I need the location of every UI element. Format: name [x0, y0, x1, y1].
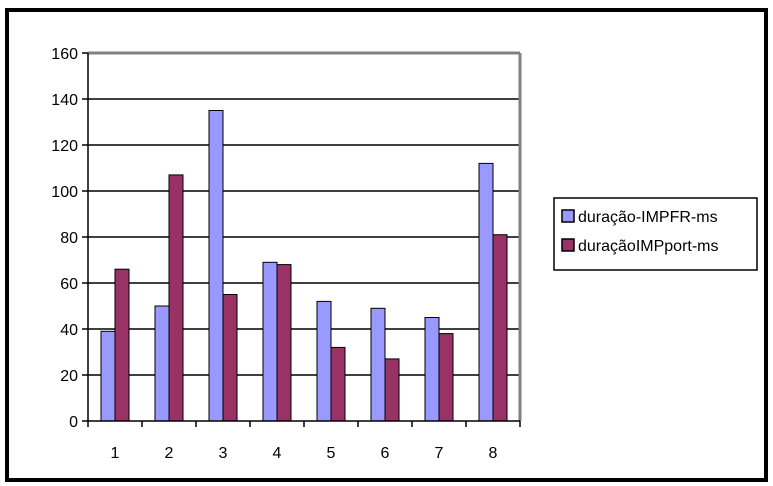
bar-1-2: [154, 305, 170, 422]
bar-2-7: [438, 333, 454, 422]
x-tick-label: 4: [273, 445, 282, 462]
bar-1-6: [370, 307, 386, 422]
legend-label-2: duraçãoIMPport-ms: [578, 238, 719, 255]
y-tick-label: 120: [51, 138, 78, 155]
y-tick-label: 60: [60, 276, 78, 293]
legend-box: [553, 197, 758, 271]
bar-2-8: [492, 234, 508, 422]
bar-2-5: [330, 346, 346, 422]
bar-2-4: [276, 264, 292, 422]
y-tick-label: 40: [60, 322, 78, 339]
bar-2-2: [168, 174, 184, 422]
bar-1-1: [100, 330, 116, 422]
y-tick-label: 20: [60, 368, 78, 385]
y-tick-label: 160: [51, 46, 78, 63]
bar-2-6: [384, 358, 400, 422]
bar-2-1: [114, 268, 130, 422]
x-tick-label: 3: [219, 445, 228, 462]
x-tick-label: 6: [381, 445, 390, 462]
bar-1-5: [316, 300, 332, 422]
legend-swatch-1: [561, 209, 575, 223]
legend-label-1: duração-IMPFR-ms: [578, 209, 718, 226]
bar-1-4: [262, 261, 278, 422]
y-tick-label: 80: [60, 230, 78, 247]
legend: duração-IMPFR-ms duraçãoIMPport-ms: [553, 197, 758, 271]
y-tick-label: 0: [69, 414, 78, 431]
legend-swatch-2: [561, 238, 575, 252]
y-tick-label: 140: [51, 92, 78, 109]
x-tick-label: 2: [165, 445, 174, 462]
x-tick-label: 7: [435, 445, 444, 462]
y-tick-label: 100: [51, 184, 78, 201]
plot-area: 0 20 40 60 80 100 120 140 160 1 2 3 4 5 6 7 8: [51, 46, 522, 462]
bar-2-3: [222, 294, 238, 422]
bar-1-7: [424, 317, 440, 422]
x-tick-label: 5: [327, 445, 336, 462]
x-tick-label: 8: [489, 445, 498, 462]
bar-1-3: [208, 110, 224, 422]
x-tick-label: 1: [111, 445, 120, 462]
bar-1-8: [478, 162, 494, 422]
